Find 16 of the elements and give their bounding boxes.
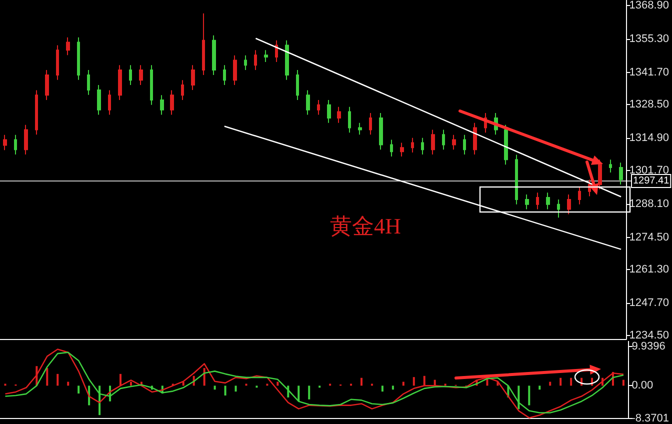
y-tick-label: 1234.50	[629, 330, 670, 342]
y-tick-label: 0.00	[632, 380, 654, 392]
y-tick-label: -8.3701	[632, 412, 670, 424]
y-tick-label: 1301.70	[629, 164, 670, 176]
y-tick-label: 1288.10	[629, 198, 670, 210]
y-tick-label: 1261.30	[629, 264, 670, 276]
y-tick-label: 1355.30	[629, 32, 670, 45]
y-tick-label: 1314.90	[629, 132, 670, 144]
y-tick-label: 1341.70	[629, 66, 670, 78]
ref-line-label: 1297.41	[633, 176, 670, 187]
y-tick-label: 1328.50	[629, 98, 670, 111]
y-tick-label: 9.9396	[632, 340, 666, 353]
annotation: 黄金4H	[330, 214, 401, 238]
y-tick-label: 1274.50	[629, 231, 670, 244]
y-tick-label: 1247.70	[629, 297, 670, 310]
y-tick-label: 1368.90	[629, 0, 670, 12]
